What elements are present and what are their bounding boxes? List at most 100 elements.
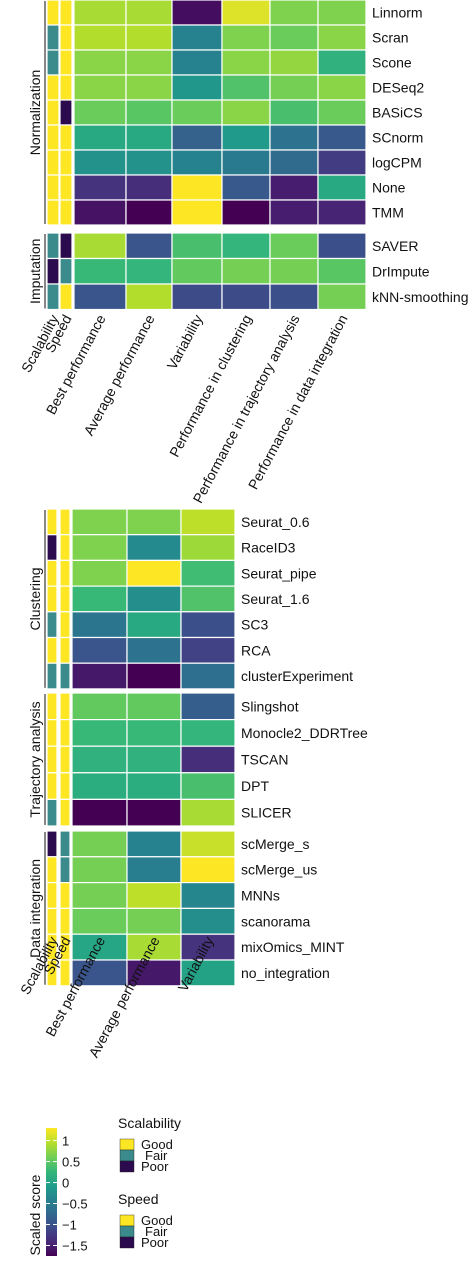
cell-none-performance-in-data-integration (317, 174, 367, 201)
group-label-normalization: Normalization (27, 70, 43, 156)
cell-knn-smoothing-best-performance (73, 283, 127, 311)
cell-monocle2-ddrtree-best-performance (71, 718, 128, 747)
colorbar-tick-label: −1.5 (62, 1239, 88, 1254)
speed-cell-scanorama (59, 907, 71, 935)
colorbar-gradient (46, 1128, 57, 1256)
cell-basics-average-performance (125, 99, 173, 126)
speed-cell-mnns (59, 881, 71, 909)
row-label-dpt: DPT (241, 778, 269, 794)
cell-seurat-pipe-best-performance (71, 559, 128, 587)
cell-tscan-best-performance (71, 745, 128, 774)
cell-no-integration-variability (180, 959, 236, 987)
speed-cell-sc3 (59, 611, 71, 639)
cell-knn-smoothing-performance-in-data-integration (317, 283, 367, 311)
cell-tmm-performance-in-trajectory-analysis (269, 199, 319, 226)
speed-cell-seurat-pipe (59, 559, 71, 587)
cell-mnns-best-performance (71, 881, 128, 909)
speed-swatch-poor (119, 1236, 135, 1249)
cell-deseq2-best-performance (73, 74, 127, 101)
cell-none-performance-in-clustering (221, 174, 271, 201)
scalability-cell-tscan (46, 745, 58, 774)
row-label-clusterexperiment: clusterExperiment (241, 668, 353, 684)
speed-cell-linnorm (59, 0, 73, 26)
scalability-swatch-poor (119, 1160, 135, 1173)
cell-deseq2-performance-in-data-integration (317, 74, 367, 101)
scalability-cell-scone (46, 49, 60, 76)
scalability-cell-logcpm (46, 149, 60, 176)
speed-cell-rca (59, 636, 71, 664)
cell-raceid3-best-performance (71, 534, 128, 562)
scalability-cell-sc3 (46, 611, 58, 639)
speed-cell-none (59, 174, 73, 201)
speed-cell-scone (59, 49, 73, 76)
speed-cell-basics (59, 99, 73, 126)
group-label-data-integration: Data integration (27, 859, 43, 958)
cell-scanorama-average-performance (126, 907, 182, 935)
cell-knn-smoothing-average-performance (125, 283, 173, 311)
cell-deseq2-performance-in-trajectory-analysis (269, 74, 319, 101)
cell-scone-performance-in-trajectory-analysis (269, 49, 319, 76)
cell-no-integration-best-performance (71, 959, 128, 987)
speed-swatch-good (119, 1214, 135, 1227)
cell-seurat-1-6-variability (180, 585, 236, 613)
cell-basics-variability (171, 99, 223, 126)
cell-tmm-average-performance (125, 199, 173, 226)
cell-drimpute-performance-in-clustering (221, 257, 271, 285)
cell-mixomics-mint-variability (180, 933, 236, 961)
speed-cell-clusterexperiment (59, 662, 71, 690)
speed-cell-monocle2-ddrtree (59, 718, 71, 747)
cell-tmm-variability (171, 199, 223, 226)
speed-label-good: Good (141, 1213, 173, 1228)
cell-tscan-variability (180, 745, 236, 774)
speed-cell-slingshot (59, 692, 71, 721)
cell-tmm-performance-in-clustering (221, 199, 271, 226)
cell-scone-performance-in-clustering (221, 49, 271, 76)
speed-label-poor: Poor (141, 1235, 169, 1250)
cell-linnorm-average-performance (125, 0, 173, 26)
scalability-legend: Scalability Good Fair Poor (118, 1115, 181, 1174)
row-label-deseq2: DESeq2 (372, 80, 424, 96)
cell-tmm-best-performance (73, 199, 127, 226)
cell-drimpute-performance-in-data-integration (317, 257, 367, 285)
scalability-cell-none (46, 174, 60, 201)
cell-sc3-average-performance (126, 611, 182, 639)
row-label-basics: BASiCS (372, 105, 423, 121)
cell-scmerge-us-best-performance (71, 856, 128, 884)
cell-slingshot-best-performance (71, 692, 128, 721)
cell-seurat-0-6-variability (180, 508, 236, 536)
speed-cell-knn-smoothing (59, 283, 73, 311)
row-label-slingshot: Slingshot (241, 698, 299, 714)
cell-drimpute-average-performance (125, 257, 173, 285)
cell-scran-performance-in-trajectory-analysis (269, 24, 319, 51)
scalability-cell-scmerge-s (46, 830, 58, 858)
speed-cell-seurat-1-6 (59, 585, 71, 613)
speed-cell-scmerge-s (59, 830, 71, 858)
speed-cell-deseq2 (59, 74, 73, 101)
cell-seurat-1-6-average-performance (126, 585, 182, 613)
scalability-cell-no-integration (46, 959, 58, 987)
row-label-scone: Scone (372, 55, 412, 71)
row-label-logcpm: logCPM (372, 155, 422, 171)
cell-raceid3-average-performance (126, 534, 182, 562)
speed-cell-scran (59, 24, 73, 51)
row-label-layer: Linnorm Scran Scone DESeq2 BASiCS SCnorm logCP… (241, 5, 468, 981)
cell-tmm-performance-in-data-integration (317, 199, 367, 226)
colorbar-tick-label: −0.5 (62, 1197, 88, 1212)
cell-mnns-variability (180, 881, 236, 909)
cell-drimpute-variability (171, 257, 223, 285)
row-label-mixomics-mint: mixOmics_MINT (241, 939, 345, 955)
column-label-variability: Variability (164, 312, 206, 372)
speed-cell-tscan (59, 745, 71, 774)
cell-seurat-0-6-average-performance (126, 508, 182, 536)
cell-saver-best-performance (73, 232, 127, 260)
speed-legend: Speed Good Fair Poor (118, 1191, 173, 1250)
cell-deseq2-variability (171, 74, 223, 101)
cell-logcpm-performance-in-data-integration (317, 149, 367, 176)
colorbar-title: Scaled score (27, 1174, 43, 1255)
cell-scmerge-us-variability (180, 856, 236, 884)
cell-scanorama-best-performance (71, 907, 128, 935)
speed-swatch-fair (119, 1225, 135, 1238)
cell-sc3-variability (180, 611, 236, 639)
cell-sc3-best-performance (71, 611, 128, 639)
